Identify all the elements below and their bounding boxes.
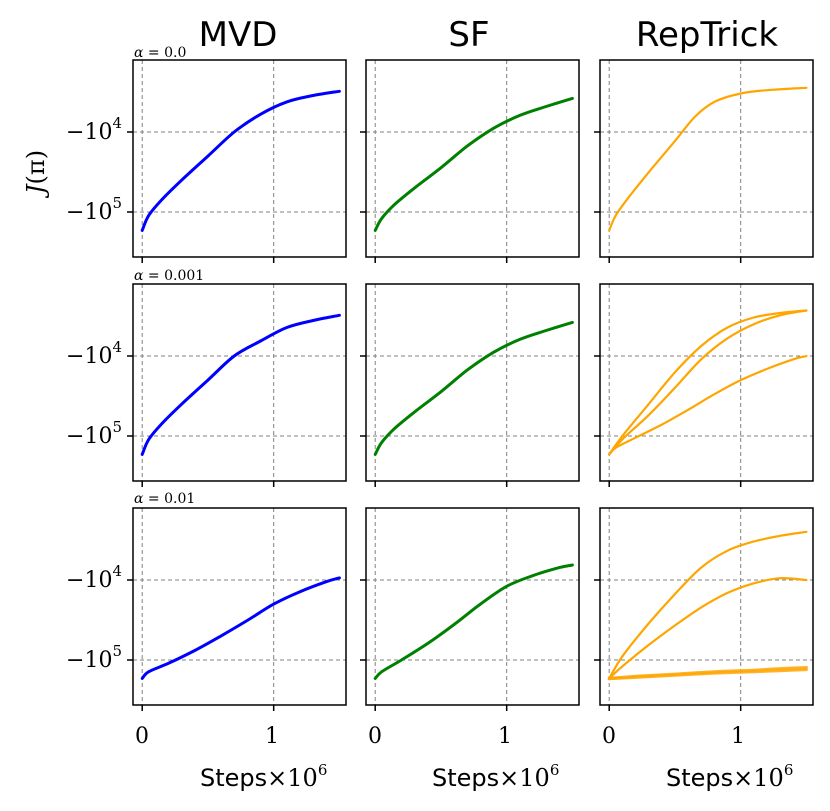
y-tick-label: −104 (66, 338, 122, 369)
y-tick-label: −104 (66, 114, 122, 145)
series-line (608, 530, 808, 680)
x-tick-label: 1 (731, 724, 745, 749)
panel-frame (365, 59, 580, 258)
series-line (608, 309, 808, 456)
panel-frame (132, 59, 347, 258)
series-line (140, 313, 341, 456)
panels (127, 59, 814, 711)
x-tick-label: 0 (602, 724, 616, 749)
panel-frame (599, 59, 814, 258)
panel-sf-row-2 (360, 507, 580, 711)
x-tick-label: 0 (368, 724, 382, 749)
y-tick-labels: −104 −105 −104 −105 −104 −105 (66, 114, 122, 673)
panel-reptrick-row-0 (594, 59, 814, 263)
series-line (373, 563, 574, 680)
series-line (608, 86, 808, 232)
y-tick-label: −105 (66, 418, 122, 449)
series-line (140, 576, 341, 680)
row-label-alpha-2: α = 0.01 (134, 491, 195, 507)
x-tick-labels: 0 1 0 1 0 1 (135, 724, 745, 749)
series-line (607, 668, 808, 681)
panel-frame (132, 283, 347, 482)
x-axis-label-reptrick: Steps×106 (666, 761, 793, 792)
y-tick-label: −104 (66, 562, 122, 593)
x-axis-label-sf: Steps×106 (432, 761, 559, 792)
panel-mvd-row-2 (127, 507, 347, 711)
row-label-alpha-0: α = 0.0 (134, 45, 186, 61)
y-tick-label: −105 (66, 194, 122, 225)
column-title-mvd: MVD (199, 15, 278, 55)
panel-frame (599, 283, 814, 482)
y-axis-label: J(π) (22, 150, 50, 199)
y-tick-label: −105 (66, 642, 122, 673)
panel-frame (132, 507, 347, 706)
panel-mvd-row-0 (127, 59, 347, 263)
x-tick-label: 0 (135, 724, 149, 749)
panel-frame (599, 507, 814, 706)
panel-sf-row-0 (360, 59, 580, 263)
panel-mvd-row-1 (127, 283, 347, 487)
x-axis-label-mvd: Steps×106 (200, 761, 327, 792)
series-line (140, 89, 341, 232)
series-line (608, 309, 808, 456)
column-title-reptrick: RepTrick (636, 15, 778, 55)
panel-sf-row-1 (360, 283, 580, 487)
series-line (608, 577, 808, 680)
x-tick-label: 1 (265, 724, 279, 749)
panel-reptrick-row-1 (594, 283, 814, 487)
panel-frame (365, 283, 580, 482)
panel-frame (365, 507, 580, 706)
series-line (373, 320, 574, 456)
panel-reptrick-row-2 (594, 507, 814, 711)
series-line (608, 354, 808, 456)
column-title-sf: SF (448, 15, 489, 55)
x-tick-label: 1 (498, 724, 512, 749)
row-label-alpha-1: α = 0.001 (134, 268, 204, 284)
series-line (373, 96, 574, 232)
